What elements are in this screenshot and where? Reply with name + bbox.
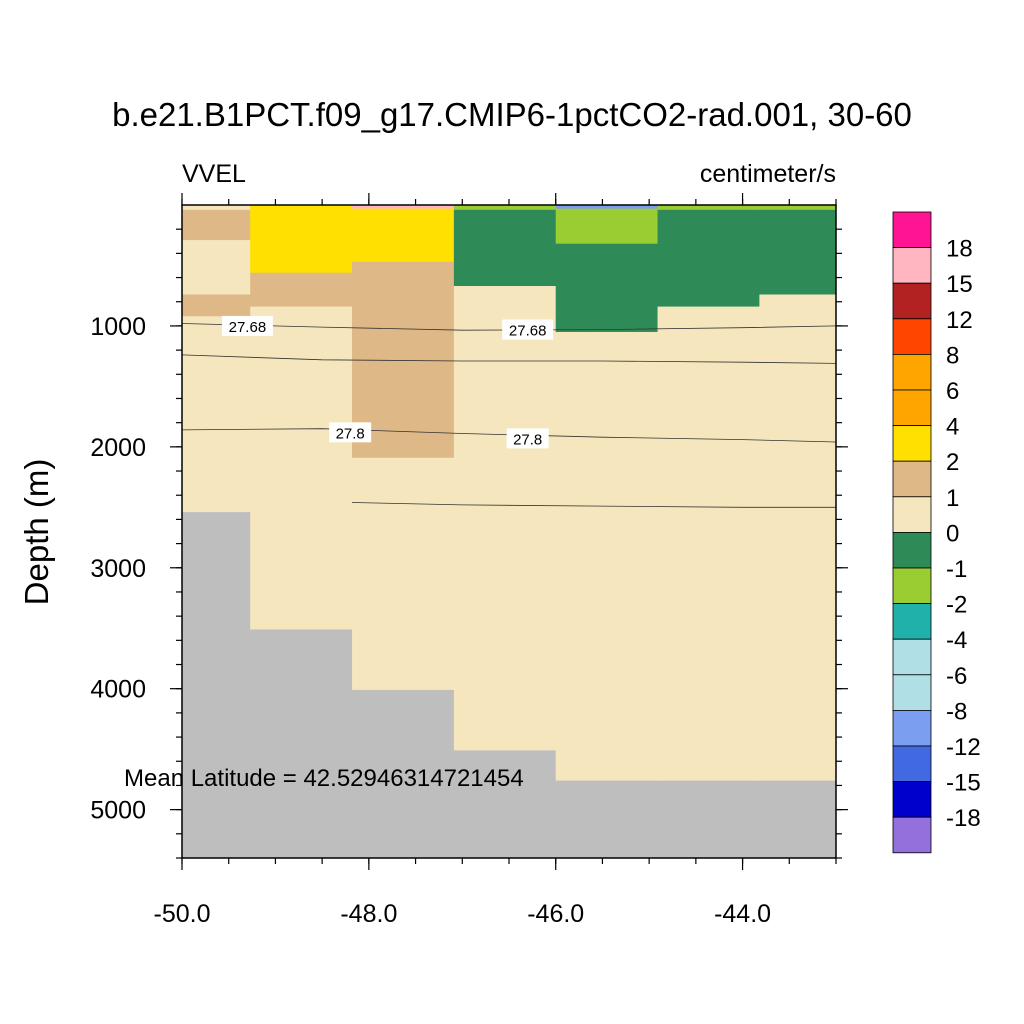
section-cell-29 [759, 209, 837, 295]
y-tick-label-2: 3000 [90, 555, 146, 583]
section-cell-27 [657, 780, 760, 859]
section-cell-25 [657, 209, 760, 308]
x-tick-label-1: -48.0 [340, 900, 397, 928]
axis-ticks [170, 193, 848, 870]
section-cell-14 [352, 689, 455, 859]
units-label: centimeter/s [699, 160, 836, 188]
contour-label-1: 27.68 [509, 323, 547, 340]
contour-label-3: 27.8 [513, 431, 542, 448]
colorbar-swatch-5 [892, 389, 932, 426]
contour-labels: 27.68 27.68 27.8 27.8 [221, 315, 554, 449]
colorbar-label-0: 18 [946, 236, 973, 263]
section-cell-17 [453, 286, 557, 751]
colorbar-label-13: -8 [946, 698, 967, 725]
colorbar-label-1: 15 [946, 271, 973, 298]
section-cell-4 [182, 316, 251, 513]
colorbar-swatch-2 [892, 282, 932, 320]
colorbar-label-14: -12 [946, 734, 981, 761]
colorbar-swatch-4 [892, 353, 932, 391]
section-cell-2 [182, 240, 251, 295]
y-axis-label: Depth (m) [18, 459, 55, 606]
colorbar-swatch-11 [892, 603, 932, 640]
contour-line-3 [351, 502, 836, 508]
colorbar-swatch-16 [892, 781, 932, 818]
colorbar-label-16: -18 [946, 805, 981, 832]
colorbar-swatch-17 [892, 816, 932, 854]
colorbar-swatch-7 [892, 460, 932, 498]
colorbar-swatch-6 [892, 425, 932, 462]
section-cell-24 [657, 205, 760, 211]
contour-label-bg-1 [502, 319, 554, 340]
colorbar-label-8: 0 [946, 520, 959, 547]
section-cell-26 [657, 306, 760, 782]
colorbar-swatch-12 [892, 638, 932, 676]
colorbar-label-10: -2 [946, 592, 967, 619]
contour-line-1 [181, 354, 837, 364]
velocity-cells [182, 205, 837, 859]
colorbar-label-3: 8 [946, 342, 959, 369]
mean-latitude-annotation: Mean Latitude = 42.52946314721454 [124, 765, 524, 792]
y-tick-label-1: 2000 [90, 434, 146, 462]
section-cell-22 [555, 331, 659, 782]
section-cell-13 [352, 457, 455, 691]
variable-label: VVEL [182, 160, 246, 188]
y-tick-label-0: 1000 [90, 313, 146, 341]
section-cell-11 [352, 208, 455, 263]
section-cell-30 [759, 294, 837, 782]
section-cell-23 [555, 780, 659, 859]
colorbar-label-11: -4 [946, 627, 967, 654]
colorbar-swatch-15 [892, 745, 932, 782]
section-cell-5 [182, 512, 251, 859]
colorbar-swatch-13 [892, 674, 932, 711]
colorbar-swatch-3 [892, 318, 932, 355]
colorbar-label-15: -15 [946, 770, 981, 797]
contour-label-bg-2 [329, 422, 372, 443]
section-cell-3 [182, 294, 251, 317]
section-cell-20 [555, 208, 659, 245]
colorbar: 18 15 12 8 6 4 2 1 0 -1 -2 -4 -6 -8 -12 -15 -18 [892, 211, 981, 854]
colorbar-swatch-10 [892, 567, 932, 604]
section-cell-19 [555, 205, 659, 210]
section-cell-21 [555, 243, 659, 333]
section-cell-0 [182, 205, 251, 211]
colorbar-label-2: 12 [946, 307, 973, 334]
section-cell-8 [250, 306, 353, 630]
contour-label-2: 27.8 [336, 425, 365, 442]
colorbar-swatch-0 [892, 211, 932, 248]
section-cell-6 [250, 205, 353, 274]
colorbar-swatch-1 [892, 247, 932, 284]
y-tick-label-3: 4000 [90, 676, 146, 704]
axis-tick-labels: -50.0 -48.0 -46.0 -44.0 1000 2000 3000 4000 5000 [90, 313, 771, 928]
section-cell-9 [250, 629, 353, 859]
section-cell-15 [453, 205, 557, 211]
x-tick-label-3: -44.0 [714, 900, 771, 928]
section-cell-7 [250, 272, 353, 308]
colorbar-label-12: -6 [946, 663, 967, 690]
colorbar-label-5: 4 [946, 414, 959, 441]
colorbar-swatch-9 [892, 532, 932, 569]
colorbar-label-9: -1 [946, 556, 967, 583]
contour-label-bg-3 [506, 428, 549, 449]
section-cell-1 [182, 209, 251, 241]
contour-label-0: 27.68 [229, 319, 267, 336]
colorbar-label-7: 1 [946, 485, 959, 512]
colorbar-swatch-14 [892, 710, 932, 747]
section-cell-10 [352, 205, 455, 210]
colorbar-swatch-8 [892, 496, 932, 533]
contour-label-bg-0 [221, 315, 273, 336]
section-cell-18 [453, 750, 557, 859]
chart-title: b.e21.B1PCT.f09_g17.CMIP6-1pctCO2-rad.00… [112, 96, 912, 133]
x-tick-label-2: -46.0 [527, 900, 584, 928]
section-cell-16 [453, 209, 557, 287]
section-cell-28 [759, 205, 837, 211]
colorbar-label-6: 2 [946, 449, 959, 476]
section-cell-31 [759, 780, 837, 859]
y-tick-label-4: 5000 [90, 797, 146, 825]
x-tick-label-0: -50.0 [154, 900, 211, 928]
colorbar-label-4: 6 [946, 378, 959, 405]
